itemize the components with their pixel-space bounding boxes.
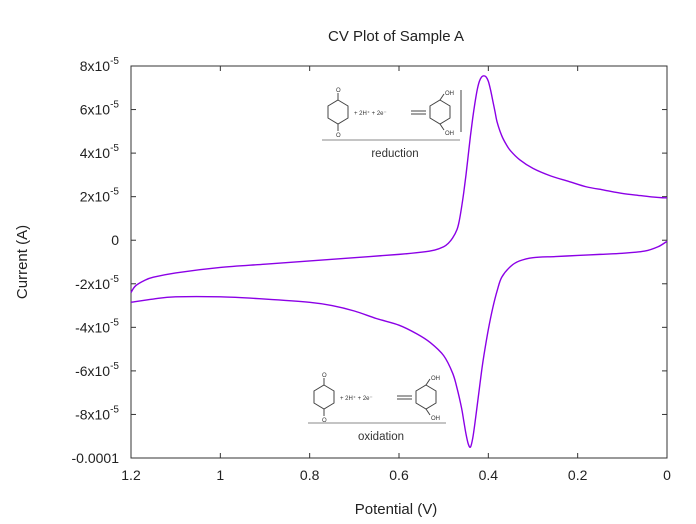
equilibrium-arrows-icon — [411, 110, 426, 115]
x-tick-label: 0.2 — [568, 467, 588, 483]
x-axis-title: Potential (V) — [355, 501, 438, 518]
y-tick-mantissa: -8x10 — [75, 406, 110, 422]
y-tick-mantissa: 0 — [111, 232, 119, 248]
y-tick-mantissa: 2x10 — [80, 189, 111, 205]
oh-label-top: OH — [445, 91, 454, 97]
y-tick-exponent: -5 — [110, 100, 119, 111]
y-tick-exponent: -5 — [110, 143, 119, 154]
reaction-terms: + 2H⁺ + 2e⁻ — [354, 110, 387, 117]
x-tick-label: 1 — [216, 467, 224, 483]
y-tick-mantissa: -4x10 — [75, 319, 110, 335]
oh-label-bottom: OH — [445, 131, 454, 137]
quinone-molecule: O O — [327, 88, 349, 139]
oh-label-bottom: OH — [431, 416, 440, 422]
reduction-inset: O O + 2H⁺ + 2e⁻ OH OH reduction — [322, 88, 462, 160]
x-tick-label: 0.8 — [300, 467, 320, 483]
x-tick-label: 0.6 — [389, 467, 409, 483]
y-axis-title: Current (A) — [14, 225, 31, 299]
y-tick-exponent: -5 — [110, 56, 119, 67]
y-tick-exponent: -5 — [110, 361, 119, 372]
y-tick-exponent: -5 — [110, 404, 119, 415]
y-tick-exponent: -5 — [110, 187, 119, 198]
oxygen-label-bottom: O — [336, 133, 341, 139]
oxygen-label-bottom: O — [322, 418, 327, 424]
oh-label-top: OH — [431, 376, 440, 382]
y-tick-exponent: -5 — [110, 274, 119, 285]
oxidation-caption: oxidation — [358, 431, 404, 443]
y-tick-label: 2x10-5 — [80, 187, 120, 205]
y-tick-label: -6x10-5 — [75, 361, 119, 379]
y-tick-mantissa: -6x10 — [75, 363, 110, 379]
y-tick-label: 4x10-5 — [80, 143, 120, 161]
y-tick-mantissa: 4x10 — [80, 145, 111, 161]
y-tick-label: -4x10-5 — [75, 317, 119, 335]
y-tick-label: -8x10-5 — [75, 404, 119, 422]
y-tick-label: -0.0001 — [72, 450, 120, 466]
x-tick-label: 1.2 — [121, 467, 141, 483]
y-tick-label: 6x10-5 — [80, 100, 120, 118]
y-tick-label: 0 — [111, 232, 119, 248]
y-tick-exponent: -5 — [110, 317, 119, 328]
y-tick-mantissa: -0.0001 — [72, 450, 120, 466]
x-tick-label: 0 — [663, 467, 671, 483]
hydroquinone-molecule: OH OH — [415, 376, 440, 422]
oxidation-inset: O O + 2H⁺ + 2e⁻ OH OH oxidation — [308, 373, 446, 443]
reverse-scan-line — [130, 240, 668, 449]
y-tick-label: -2x10-5 — [75, 274, 119, 292]
y-tick-mantissa: 6x10 — [80, 102, 111, 118]
oxygen-label-top: O — [322, 373, 327, 379]
chart-title: CV Plot of Sample A — [328, 28, 464, 45]
forward-scan-line — [130, 75, 668, 293]
x-tick-label: 0.4 — [479, 467, 499, 483]
quinone-molecule: O O — [313, 373, 335, 424]
axis-ticks: 1.2 1 0.8 0.6 0.4 0.2 08x10-56x10-54x10-52x10-… — [72, 56, 672, 483]
equilibrium-arrows-icon — [397, 395, 412, 400]
y-tick-mantissa: -2x10 — [75, 276, 110, 292]
reaction-terms: + 2H⁺ + 2e⁻ — [340, 395, 373, 402]
hydroquinone-molecule: OH OH — [429, 90, 462, 137]
y-tick-mantissa: 8x10 — [80, 58, 111, 74]
oxygen-label-top: O — [336, 88, 341, 94]
y-tick-label: 8x10-5 — [80, 56, 120, 74]
series-group — [130, 75, 668, 449]
reduction-caption: reduction — [371, 148, 418, 160]
